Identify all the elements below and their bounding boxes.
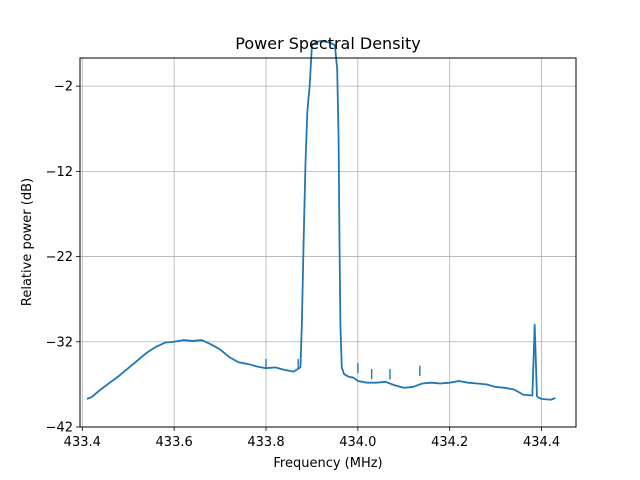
x-tick-label: 433.6 — [156, 435, 193, 450]
y-tick-label: −2 — [54, 80, 73, 95]
y-tick-label: −42 — [46, 421, 73, 436]
x-tick-label: 433.4 — [64, 435, 101, 450]
axes-frame — [79, 57, 577, 428]
psd-line — [86, 40, 556, 401]
x-tick-label: 434.2 — [431, 435, 468, 450]
plot-lines — [86, 40, 556, 401]
y-tick-label: −22 — [46, 250, 73, 265]
x-tick-label: 434.4 — [523, 435, 560, 450]
ticks: 433.4 433.6 433.8 434.0 434.2 434.4 −42 −32 −22 −… — [46, 80, 561, 450]
y-tick-label: −12 — [46, 165, 73, 180]
x-axis-label: Frequency (MHz) — [273, 456, 382, 471]
chart-title: Power Spectral Density — [235, 34, 420, 53]
y-axis-label: Relative power (dB) — [20, 178, 35, 306]
y-tick-label: −32 — [46, 335, 73, 350]
x-tick-label: 433.8 — [247, 435, 284, 450]
x-tick-label: 434.0 — [339, 435, 376, 450]
